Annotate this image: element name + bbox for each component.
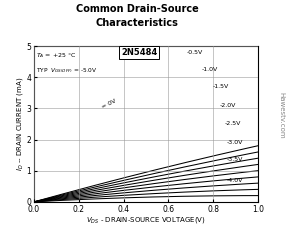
X-axis label: $V_{DS}$ - DRAIN-SOURCE VOLTAGE(V): $V_{DS}$ - DRAIN-SOURCE VOLTAGE(V) [86, 215, 206, 225]
Text: -1.5V: -1.5V [213, 84, 229, 89]
Text: $T_A$ = +25 °C: $T_A$ = +25 °C [36, 51, 77, 60]
Text: -2.5V: -2.5V [224, 121, 241, 126]
Text: -3.5V: -3.5V [227, 157, 243, 162]
Y-axis label: $I_D$ -- DRAIN CURRENT (mA): $I_D$ -- DRAIN CURRENT (mA) [15, 77, 25, 171]
Text: -2.0V: -2.0V [220, 103, 236, 108]
Text: -3.0V: -3.0V [227, 139, 243, 144]
Text: Characteristics: Characteristics [96, 18, 179, 28]
Text: -0.5V: -0.5V [186, 50, 202, 55]
Text: Hawestv.com: Hawestv.com [279, 92, 285, 138]
Text: Common Drain-Source: Common Drain-Source [76, 4, 199, 14]
Text: = 0V: = 0V [101, 98, 117, 109]
Text: 2N5484: 2N5484 [121, 48, 157, 57]
Text: -1.0V: -1.0V [202, 67, 218, 72]
Text: -4.0V: -4.0V [227, 178, 243, 183]
Text: TYP  $V_{GS(OFF)}$ = -5.0V: TYP $V_{GS(OFF)}$ = -5.0V [36, 66, 98, 75]
